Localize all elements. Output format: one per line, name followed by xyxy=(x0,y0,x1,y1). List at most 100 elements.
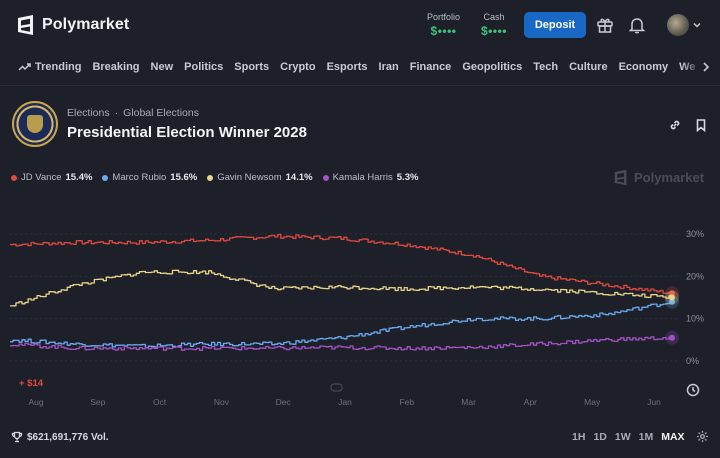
nav-item-label: Esports xyxy=(326,61,368,73)
gift-icon[interactable] xyxy=(596,16,614,34)
nav-item-label: Politics xyxy=(184,61,224,73)
legend-entry[interactable]: JD Vance 15.4% xyxy=(11,172,92,183)
range-1h[interactable]: 1H xyxy=(572,431,586,443)
y-tick-label: 20% xyxy=(686,271,704,281)
polymarket-watermark-icon xyxy=(614,169,627,186)
legend-entry[interactable]: Marco Rubio 15.6% xyxy=(102,172,197,183)
category-nav: Trending Breaking New Politics Sports Crypto E… xyxy=(0,56,720,78)
x-tick-label: Jan xyxy=(338,397,352,407)
series-end-point[interactable] xyxy=(669,298,675,305)
x-tick-label: Aug xyxy=(28,397,43,407)
x-tick-label: Jun xyxy=(647,397,661,407)
portfolio-label: Portfolio xyxy=(427,12,461,22)
nav-item-label: New xyxy=(150,61,174,73)
deposit-button[interactable]: Deposit xyxy=(524,12,586,38)
polymarket-logo[interactable]: Polymarket xyxy=(16,14,129,36)
range-1d[interactable]: 1D xyxy=(593,431,607,443)
app-name: Polymarket xyxy=(42,16,130,33)
legend-entry[interactable]: Kamala Harris 5.3% xyxy=(322,172,419,183)
bell-icon[interactable] xyxy=(628,16,646,34)
x-tick-label: Oct xyxy=(153,397,167,407)
legend-value: 15.4% xyxy=(65,172,93,183)
price-chart[interactable]: 30% 20% 10% 0% Aug Sep Oct Nov Dec Jan Feb Mar Apr Ma… xyxy=(0,216,720,411)
legend-entry[interactable]: Gavin Newsom 14.1% xyxy=(207,172,313,183)
nav-item-crypto[interactable]: Crypto xyxy=(280,61,315,73)
nav-item-new[interactable]: New xyxy=(151,61,174,73)
cash-value: $•••• xyxy=(481,24,507,38)
header-divider xyxy=(0,85,720,86)
breadcrumb-global-elections[interactable]: Global Elections xyxy=(123,107,199,119)
chevron-right-icon[interactable] xyxy=(700,61,712,73)
breadcrumb-elections[interactable]: Elections xyxy=(67,107,110,119)
nav-item-label: Iran xyxy=(378,61,399,73)
nav-item-finance[interactable]: Finance xyxy=(410,61,452,73)
range-1m[interactable]: 1M xyxy=(638,431,654,443)
nav-item-geopolitics[interactable]: Geopolitics xyxy=(462,61,522,73)
series-end-point[interactable] xyxy=(669,294,675,301)
time-range-selector: 1H 1D 1W 1M MAX xyxy=(572,431,685,443)
trophy-icon xyxy=(11,431,23,443)
nav-fade xyxy=(680,56,720,78)
nav-item-label: Culture xyxy=(569,61,608,73)
top-bar: Polymarket Portfolio $•••• Cash $•••• De… xyxy=(0,0,720,50)
nav-item-trending[interactable]: Trending xyxy=(18,61,81,73)
nav-item-breaking[interactable]: Breaking xyxy=(92,61,139,73)
gear-icon[interactable] xyxy=(696,430,709,443)
nav-item-label: Trending xyxy=(35,61,82,73)
legend-value: 5.3% xyxy=(396,172,419,183)
avatar[interactable] xyxy=(667,14,689,36)
legend-name: Kamala Harris xyxy=(332,172,393,183)
volume-value: $621,691,776 Vol. xyxy=(27,431,109,443)
series-line-gavin-newsom xyxy=(10,269,673,307)
x-tick-label: Mar xyxy=(461,397,476,407)
x-tick-label: Dec xyxy=(276,397,292,407)
breadcrumb-separator: · xyxy=(114,107,119,119)
legend-value: 14.1% xyxy=(285,172,313,183)
series-end-point[interactable] xyxy=(669,334,675,341)
legend-dot-icon xyxy=(322,174,329,181)
series-end-point[interactable] xyxy=(669,290,675,297)
watermark-text: Polymarket xyxy=(634,170,705,185)
portfolio-stat[interactable]: Portfolio $•••• xyxy=(427,12,460,38)
y-tick-label: 10% xyxy=(686,314,704,324)
volume: $621,691,776 Vol. xyxy=(11,431,109,443)
range-max[interactable]: MAX xyxy=(661,431,685,443)
link-icon[interactable] xyxy=(668,118,682,132)
series-line-jd-vance xyxy=(10,233,673,294)
chart-legend: JD Vance 15.4% Marco Rubio 15.6% Gavin Newso… xyxy=(11,172,418,183)
legend-value: 15.6% xyxy=(170,172,198,183)
pnl-delta: + $14 xyxy=(19,378,44,389)
nav-item-tech[interactable]: Tech xyxy=(533,61,558,73)
timeline-scrubber-handle[interactable] xyxy=(330,383,343,392)
legend-name: Marco Rubio xyxy=(112,172,167,183)
x-tick-label: Sep xyxy=(90,397,105,407)
nav-item-label: Tech xyxy=(533,61,559,73)
cash-stat[interactable]: Cash $•••• xyxy=(481,12,507,38)
legend-dot-icon xyxy=(11,174,17,181)
presidential-seal-icon xyxy=(12,101,58,147)
nav-item-politics[interactable]: Politics xyxy=(184,61,223,73)
nav-item-label: Geopolitics xyxy=(462,61,523,73)
portfolio-value: $•••• xyxy=(430,24,457,38)
series-line-kamala-harris xyxy=(10,336,673,351)
chevron-down-icon[interactable] xyxy=(692,20,702,30)
nav-item-label: Sports xyxy=(234,61,270,73)
nav-item-economy[interactable]: Economy xyxy=(619,61,669,73)
x-tick-label: Feb xyxy=(399,397,414,407)
page-title: Presidential Election Winner 2028 xyxy=(67,124,307,141)
nav-item-esports[interactable]: Esports xyxy=(327,61,368,73)
x-tick-label: Apr xyxy=(524,397,537,407)
y-tick-label: 30% xyxy=(686,229,704,239)
clock-icon[interactable] xyxy=(686,383,700,397)
nav-item-iran[interactable]: Iran xyxy=(379,61,399,73)
bookmark-icon[interactable] xyxy=(694,118,708,132)
breadcrumb: Elections · Global Elections xyxy=(67,107,199,119)
legend-dot-icon xyxy=(102,174,109,181)
nav-item-culture[interactable]: Culture xyxy=(569,61,608,73)
chart-watermark: Polymarket xyxy=(613,169,704,186)
range-1w[interactable]: 1W xyxy=(614,431,631,443)
y-tick-label: 0% xyxy=(686,356,699,366)
nav-item-sports[interactable]: Sports xyxy=(234,61,269,73)
legend-name: Gavin Newsom xyxy=(217,172,282,183)
nav-item-label: Economy xyxy=(618,61,669,73)
